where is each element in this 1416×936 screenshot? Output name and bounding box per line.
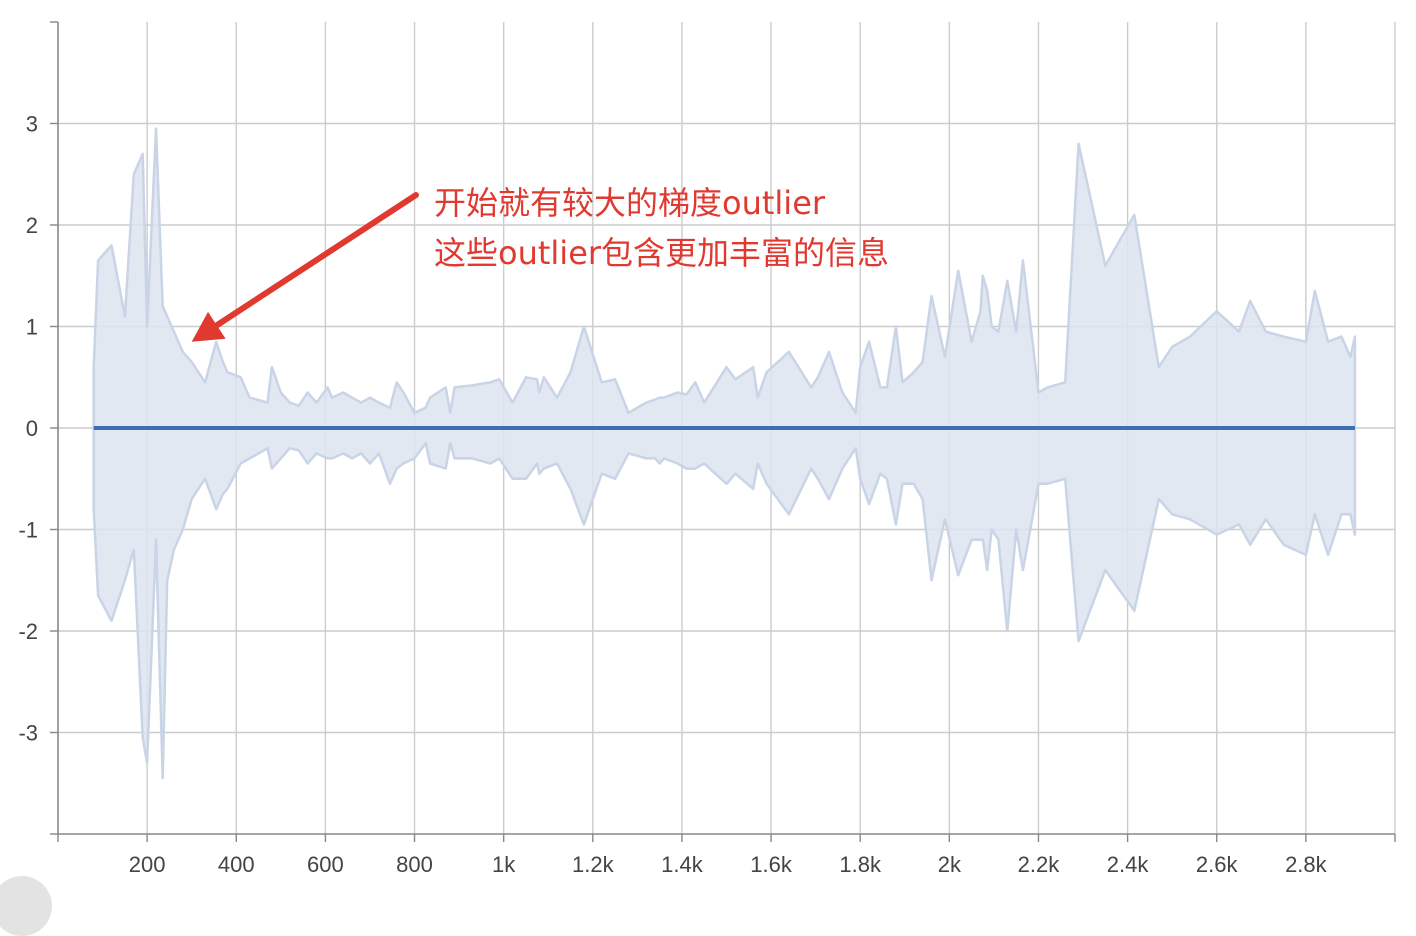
- x-tick-label: 2.6k: [1196, 852, 1239, 877]
- x-tick-label: 1k: [492, 852, 516, 877]
- y-tick-label: -3: [18, 721, 38, 746]
- arrow-head: [191, 311, 226, 342]
- annotation-line-2: 这些outlier包含更加丰富的信息: [434, 234, 890, 272]
- x-tick-label: 2.8k: [1285, 852, 1328, 877]
- y-tick-label: -2: [18, 619, 38, 644]
- series: [92, 127, 1357, 780]
- y-tick-label: 0: [26, 416, 38, 441]
- gradient-range-band: [92, 127, 1357, 780]
- gradient-chart: 200 400 600 800 1k 1.2k 1.4k 1.6k 1.8k 2k 2.2k 2.4k…: [18, 21, 1396, 878]
- x-tick-label: 1.2k: [572, 852, 615, 877]
- x-tick-label: 200: [129, 852, 166, 877]
- x-tick-label: 2.4k: [1107, 852, 1150, 877]
- x-tick-label: 2.2k: [1018, 852, 1061, 877]
- annotation-text: 开始就有较大的梯度outlier 这些outlier包含更加丰富的信息: [434, 178, 889, 278]
- tick-labels: 200 400 600 800 1k 1.2k 1.4k 1.6k 1.8k 2k 2.2k 2.4k…: [18, 112, 1327, 878]
- x-tick-label: 800: [396, 852, 433, 877]
- corner-button[interactable]: [0, 876, 52, 936]
- x-tick-label: 400: [218, 852, 255, 877]
- x-tick-label: 1.4k: [661, 852, 704, 877]
- x-tick-label: 1.6k: [750, 852, 793, 877]
- arrow-shaft: [213, 192, 419, 329]
- axes: [50, 21, 1396, 842]
- y-tick-label: 3: [26, 112, 38, 137]
- annotation-line-1: 开始就有较大的梯度outlier: [434, 184, 826, 222]
- y-tick-label: 1: [26, 315, 38, 340]
- annotation-arrow: [191, 192, 419, 342]
- x-tick-label: 1.8k: [839, 852, 882, 877]
- x-tick-label: 2k: [938, 852, 962, 877]
- x-tick-label: 600: [307, 852, 344, 877]
- y-tick-label: 2: [26, 213, 38, 238]
- y-tick-label: -1: [18, 518, 38, 543]
